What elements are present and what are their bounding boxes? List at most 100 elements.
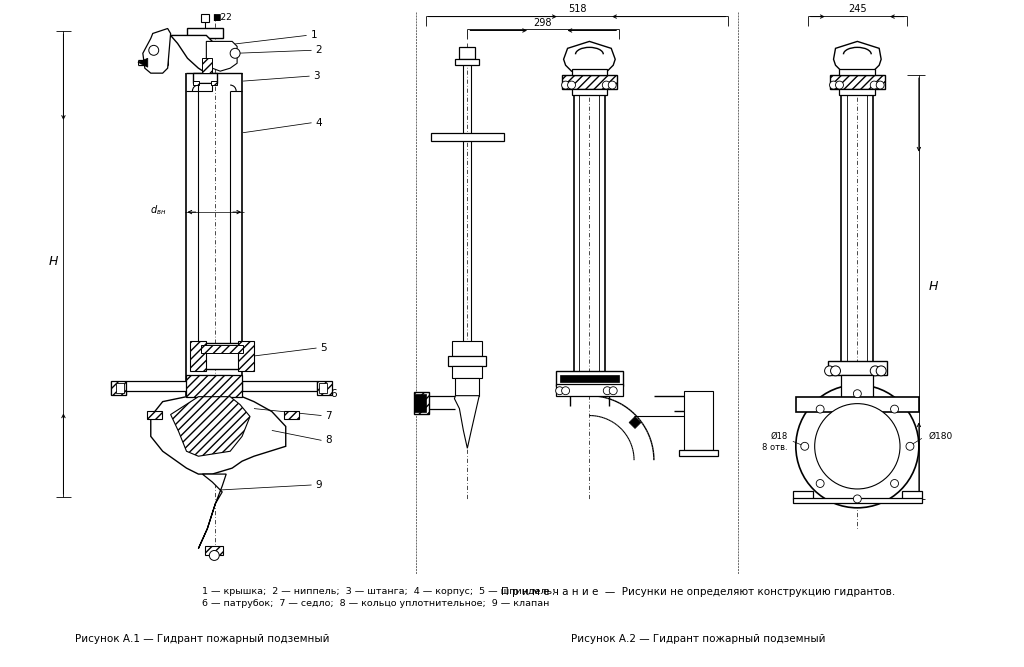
Text: $d_{вн}$: $d_{вн}$	[151, 203, 167, 217]
Circle shape	[602, 81, 610, 89]
Bar	[199, 375, 230, 397]
Polygon shape	[199, 474, 226, 548]
Bar	[796, 397, 919, 412]
Text: П р и м е ч а н и е  —  Рисунки не определяют конструкцию гидрантов.: П р и м е ч а н и е — Рисунки не определ…	[502, 587, 896, 597]
Bar	[679, 450, 719, 456]
Bar	[211, 81, 217, 85]
Bar	[902, 491, 922, 499]
Text: 6: 6	[331, 389, 337, 399]
Bar	[829, 75, 885, 89]
Polygon shape	[171, 35, 212, 73]
Bar	[203, 58, 212, 73]
Bar	[206, 546, 223, 556]
Text: Рисунок А.2 — Гидрант пожарный подземный: Рисунок А.2 — Гидрант пожарный подземный	[571, 634, 825, 644]
Bar	[793, 491, 813, 499]
Bar	[460, 47, 475, 59]
Bar	[414, 394, 426, 412]
Bar	[199, 83, 212, 91]
Circle shape	[608, 81, 616, 89]
Bar	[239, 341, 254, 371]
Text: 2: 2	[315, 45, 323, 55]
Circle shape	[603, 387, 611, 395]
Bar	[848, 366, 867, 388]
Bar	[116, 383, 124, 393]
Text: 1: 1	[310, 31, 317, 41]
Bar	[840, 69, 876, 75]
Text: 4: 4	[315, 118, 323, 128]
Bar	[456, 59, 479, 65]
Bar	[449, 356, 486, 366]
Text: 8: 8	[326, 436, 332, 446]
Circle shape	[829, 81, 838, 89]
Circle shape	[816, 480, 824, 488]
Bar	[456, 378, 479, 396]
Bar	[190, 341, 207, 371]
Circle shape	[877, 81, 884, 89]
Text: 298: 298	[534, 17, 552, 27]
Circle shape	[816, 405, 824, 413]
Circle shape	[209, 550, 219, 560]
Circle shape	[561, 81, 569, 89]
Bar	[842, 375, 873, 397]
Circle shape	[836, 81, 844, 89]
Bar	[556, 371, 624, 386]
Polygon shape	[142, 29, 171, 73]
Polygon shape	[834, 41, 882, 75]
Text: H: H	[49, 255, 58, 268]
Bar	[453, 341, 482, 356]
Polygon shape	[151, 397, 286, 474]
Bar	[186, 375, 242, 397]
Bar	[199, 343, 246, 369]
Bar	[684, 391, 714, 450]
Circle shape	[801, 442, 809, 450]
Bar	[561, 75, 617, 89]
Circle shape	[796, 385, 919, 508]
Bar	[202, 345, 243, 353]
Bar	[194, 81, 200, 85]
Text: Рисунок А.1 — Гидрант пожарный подземный: Рисунок А.1 — Гидрант пожарный подземный	[75, 634, 330, 644]
Bar	[202, 13, 209, 21]
Text: ■22: ■22	[212, 13, 232, 22]
Text: 1 — крышка;  2 — ниппель;  3 — штанга;  4 — корпус;  5 — шпиндель;: 1 — крышка; 2 — ниппель; 3 — штанга; 4 —…	[203, 587, 556, 596]
Circle shape	[853, 495, 861, 503]
Bar	[560, 375, 620, 382]
Bar	[284, 411, 299, 418]
Circle shape	[824, 366, 835, 376]
Text: 3: 3	[313, 71, 321, 81]
Polygon shape	[455, 396, 479, 448]
Circle shape	[830, 366, 841, 376]
Circle shape	[853, 390, 861, 398]
Bar	[317, 381, 333, 395]
Bar	[571, 89, 607, 95]
Circle shape	[891, 480, 898, 488]
Text: 245: 245	[848, 3, 866, 13]
Text: 5: 5	[321, 343, 327, 353]
Polygon shape	[629, 417, 641, 428]
Circle shape	[891, 405, 898, 413]
Bar	[414, 392, 429, 414]
Bar	[319, 383, 328, 393]
Bar	[453, 366, 482, 378]
Text: 518: 518	[568, 3, 587, 13]
Circle shape	[906, 442, 913, 450]
Bar	[111, 381, 126, 395]
Circle shape	[556, 387, 563, 395]
Circle shape	[609, 387, 617, 395]
Bar	[840, 89, 876, 95]
Bar	[194, 73, 217, 83]
Text: 6 — патрубок;  7 — седло;  8 — кольцо уплотнительное;  9 — клапан: 6 — патрубок; 7 — седло; 8 — кольцо упло…	[203, 599, 550, 608]
Bar	[126, 381, 202, 391]
Bar	[556, 384, 624, 396]
Circle shape	[567, 81, 575, 89]
Circle shape	[230, 48, 240, 58]
Bar	[827, 361, 887, 375]
Text: Ø180: Ø180	[929, 432, 953, 441]
Bar	[187, 29, 223, 39]
Bar	[431, 133, 504, 141]
Circle shape	[148, 45, 159, 55]
Bar	[146, 411, 162, 418]
Text: 9: 9	[315, 480, 323, 490]
Polygon shape	[563, 41, 615, 75]
Bar	[242, 381, 317, 391]
Circle shape	[815, 404, 900, 489]
